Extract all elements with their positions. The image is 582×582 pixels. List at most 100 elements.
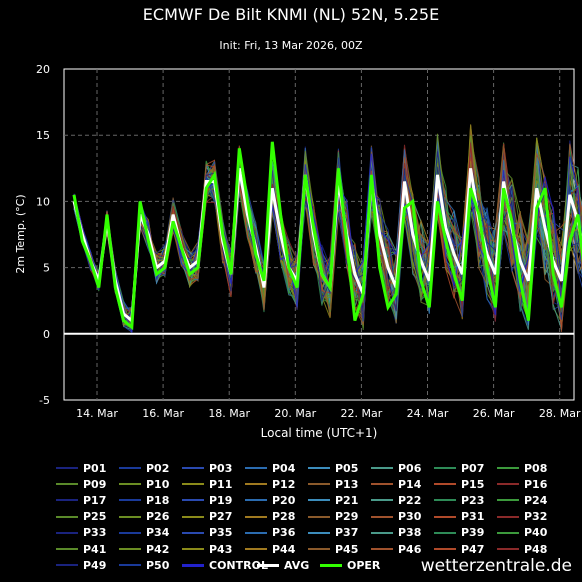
legend-item-p30: P30 (371, 510, 434, 523)
legend-swatch (182, 483, 204, 486)
legend-swatch (119, 564, 141, 567)
legend-label: P32 (524, 510, 548, 524)
legend-label: P03 (209, 461, 233, 475)
legend-item-p16: P16 (497, 478, 560, 491)
legend-swatch (119, 531, 141, 534)
y-tick-label: 10 (36, 195, 50, 208)
legend-label: P20 (272, 493, 296, 507)
legend-item-oper: OPER (320, 559, 383, 572)
legend-swatch (371, 483, 393, 486)
legend-item-p14: P14 (371, 478, 434, 491)
legend-row: P41 P42 P43 P44 P45 P46 P47 P48 (56, 541, 576, 557)
legend-swatch (245, 499, 267, 502)
x-tick-label: 20. Mar (274, 407, 316, 420)
legend-label: CONTROL (209, 558, 268, 572)
y-tick-label: 15 (36, 129, 50, 142)
legend-swatch (257, 563, 279, 567)
legend-item-p42: P42 (119, 543, 182, 556)
x-tick-label: 24. Mar (407, 407, 449, 420)
credit-text: wetterzentrale.de (420, 556, 572, 576)
legend-item-p06: P06 (371, 462, 434, 475)
legend-swatch (56, 564, 78, 567)
legend-swatch (182, 563, 204, 567)
legend-item-p21: P21 (308, 494, 371, 507)
legend-item-p27: P27 (182, 510, 245, 523)
legend-item-p29: P29 (308, 510, 371, 523)
legend-label: P04 (272, 461, 296, 475)
legend-label: P49 (83, 558, 107, 572)
legend-item-p40: P40 (497, 526, 560, 539)
legend-item-p15: P15 (434, 478, 497, 491)
legend-label: P31 (461, 510, 485, 524)
y-tick-label: -5 (39, 394, 50, 407)
x-tick-label: 14. Mar (76, 407, 118, 420)
legend-label: P23 (461, 493, 485, 507)
legend-row: P25 P26 P27 P28 P29 P30 P31 P32 (56, 509, 576, 525)
legend-row: P09 P10 P11 P12 P13 P14 P15 P16 (56, 476, 576, 492)
legend-label: P29 (335, 510, 359, 524)
legend-item-p47: P47 (434, 543, 497, 556)
chart-subtitle: Init: Fri, 13 Mar 2026, 00Z (219, 39, 363, 52)
legend-label: P10 (146, 477, 170, 491)
legend-swatch (245, 467, 267, 470)
legend-item-p26: P26 (119, 510, 182, 523)
legend-label: P48 (524, 542, 548, 556)
legend-label: P19 (209, 493, 233, 507)
legend-item-p02: P02 (119, 462, 182, 475)
legend-row: P17 P18 P19 P20 P21 P22 P23 P24 (56, 492, 576, 508)
legend-swatch (308, 515, 330, 518)
legend-swatch (245, 515, 267, 518)
legend-swatch (434, 548, 456, 551)
ensemble-chart: ECMWF De Bilt KNMI (NL) 52N, 5.25E Init:… (14, 5, 582, 440)
x-tick-label: 16. Mar (142, 407, 184, 420)
grid (64, 69, 574, 400)
legend-swatch (119, 515, 141, 518)
legend-item-p13: P13 (308, 478, 371, 491)
legend-swatch (371, 531, 393, 534)
legend-swatch (119, 483, 141, 486)
legend-item-p24: P24 (497, 494, 560, 507)
legend-label: P25 (83, 510, 107, 524)
legend-label: P27 (209, 510, 233, 524)
legend-label: P44 (272, 542, 296, 556)
legend-label: P17 (83, 493, 107, 507)
legend-item-p34: P34 (119, 526, 182, 539)
legend-label: P01 (83, 461, 107, 475)
legend-label: P18 (146, 493, 170, 507)
legend-label: P28 (272, 510, 296, 524)
legend-label: P40 (524, 526, 548, 540)
legend-label: P26 (146, 510, 170, 524)
legend-label: P37 (335, 526, 359, 540)
legend-item-p37: P37 (308, 526, 371, 539)
legend-item-p44: P44 (245, 543, 308, 556)
legend-item-p32: P32 (497, 510, 560, 523)
legend-label: P42 (146, 542, 170, 556)
legend-swatch (497, 548, 519, 551)
x-axis-label: Local time (UTC+1) (261, 426, 378, 440)
x-tick-label: 26. Mar (473, 407, 515, 420)
legend-row: P49 P50 CONTROL AVG OPER (56, 557, 576, 573)
legend-label: P50 (146, 558, 170, 572)
legend-row: P01 P02 P03 P04 P05 P06 P07 P08 (56, 460, 576, 476)
legend-swatch (56, 483, 78, 486)
legend-swatch (56, 515, 78, 518)
legend-item-p22: P22 (371, 494, 434, 507)
legend-item-p25: P25 (56, 510, 119, 523)
legend-swatch (371, 467, 393, 470)
legend-swatch (56, 548, 78, 551)
legend-item-p17: P17 (56, 494, 119, 507)
legend-item-p35: P35 (182, 526, 245, 539)
x-tick-label: 28. Mar (539, 407, 581, 420)
y-axis-label: 2m Temp. (°C) (14, 194, 27, 273)
legend-item-p08: P08 (497, 462, 560, 475)
legend-item-p19: P19 (182, 494, 245, 507)
x-tick-label: 18. Mar (208, 407, 250, 420)
chart-title: ECMWF De Bilt KNMI (NL) 52N, 5.25E (143, 5, 439, 24)
legend-item-p49: P49 (56, 559, 119, 572)
legend-label: AVG (284, 558, 310, 572)
y-tick-label: 0 (43, 328, 50, 341)
legend-label: P30 (398, 510, 422, 524)
legend-label: P33 (83, 526, 107, 540)
legend-swatch (119, 499, 141, 502)
legend-item-p04: P04 (245, 462, 308, 475)
